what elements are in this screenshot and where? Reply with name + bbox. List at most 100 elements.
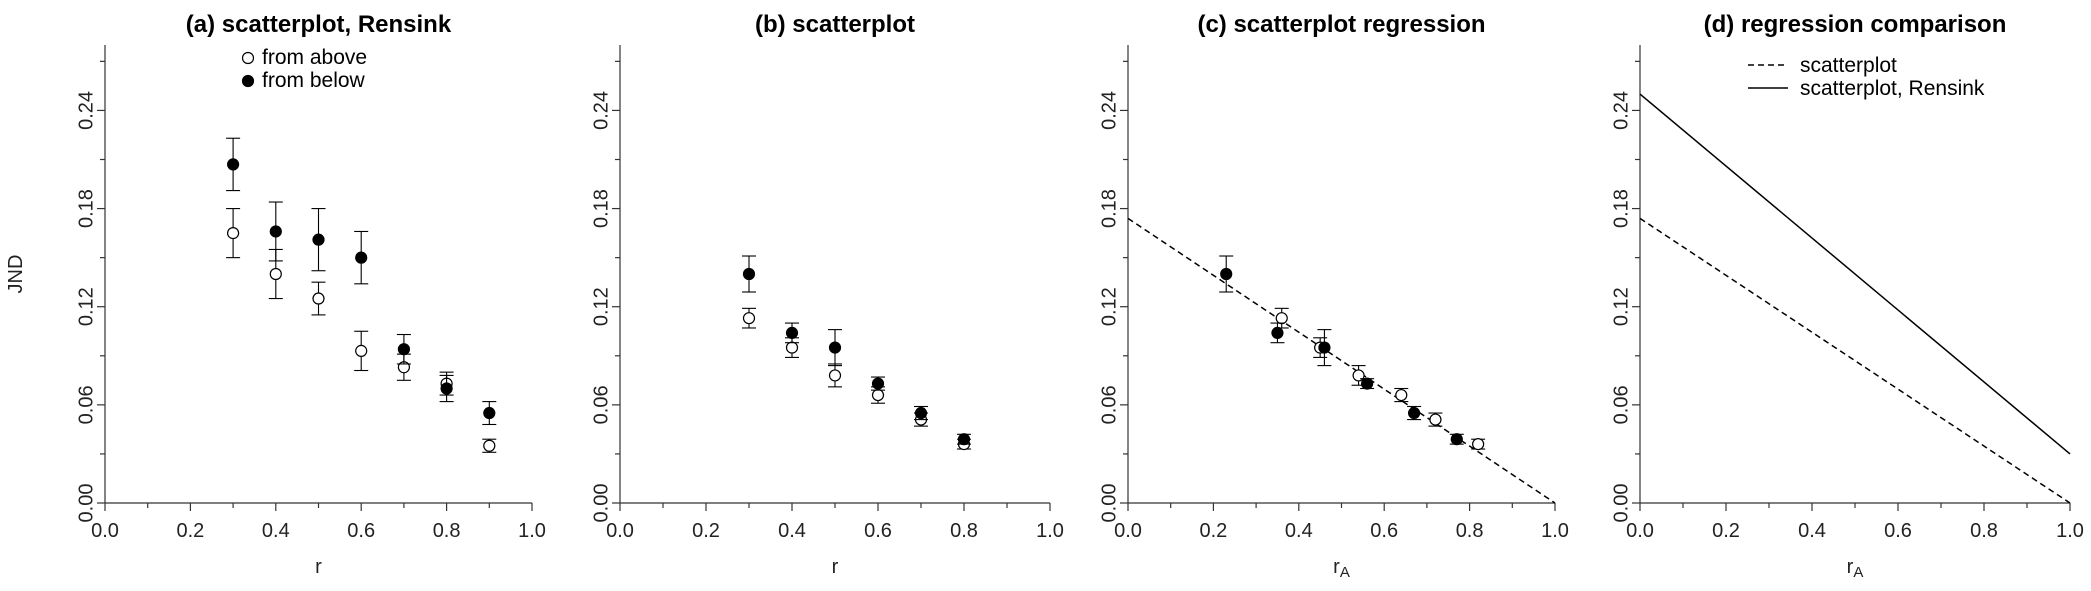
chart-panel-4: (d) regression comparison 0.00 0.06 0.12 0.1… — [1610, 11, 2084, 581]
data-point-from-below — [269, 225, 282, 238]
x-tick-label: 0.8 — [1970, 520, 1998, 542]
x-tick-label: 0.8 — [433, 520, 461, 542]
data-point-from-below — [355, 251, 368, 264]
data-point-from-below — [1361, 377, 1374, 390]
data-point-from-above — [1395, 388, 1408, 402]
y-tick-label: 0.06 — [1610, 385, 1632, 424]
regression-line-dashed — [1127, 217, 1556, 504]
data-point-from-below — [1220, 267, 1233, 281]
y-tick-label: 0.06 — [1098, 385, 1120, 424]
regression-line-solid — [1639, 93, 2071, 455]
y-tick-label: 0.00 — [1610, 484, 1632, 523]
data-point-from-below — [1318, 341, 1331, 354]
y-tick-label: 0.00 — [590, 484, 612, 523]
x-tick-label: 0.6 — [864, 520, 892, 542]
data-point-from-below — [1407, 406, 1421, 420]
y-tick-label: 0.18 — [1098, 189, 1120, 228]
x-axis-label-subscript: A — [1853, 564, 1863, 581]
legend-label: from above — [262, 46, 367, 69]
y-tick-label: 0.24 — [1098, 91, 1120, 130]
data-point-from-below — [397, 343, 410, 356]
chart-title: (c) scatterplot regression — [1197, 11, 1485, 38]
x-axis-label-subscript: A — [1340, 564, 1350, 581]
y-axis-label: JND — [5, 255, 27, 294]
y-tick-label: 0.18 — [590, 189, 612, 228]
data-point-from-above — [1275, 312, 1288, 325]
data-point-from-above — [1352, 369, 1365, 382]
data-point-from-above — [269, 267, 282, 281]
data-point-from-below — [828, 341, 842, 354]
y-tick-label: 0.18 — [1610, 189, 1632, 228]
legend-label: scatterplot, Rensink — [1800, 77, 1985, 100]
y-tick-label: 0.18 — [75, 189, 97, 228]
data-point-from-above — [785, 341, 799, 354]
data-point-from-above — [355, 344, 368, 357]
data-point-from-above — [828, 369, 842, 382]
data-point-from-below — [785, 326, 799, 339]
x-tick-label: 0.6 — [347, 520, 375, 542]
x-tick-label: 1.0 — [1541, 520, 1569, 542]
y-tick-label: 0.24 — [75, 91, 97, 130]
y-tick-label: 0.06 — [590, 385, 612, 424]
legend-marker-open — [241, 51, 255, 65]
data-point-from-above — [1472, 438, 1485, 451]
data-point-from-below — [483, 406, 496, 420]
y-tick-label: 0.00 — [1098, 484, 1120, 523]
x-tick-label: 0.0 — [1114, 520, 1142, 542]
x-tick-label: 0.4 — [1798, 520, 1826, 542]
y-tick-label: 0.12 — [590, 287, 612, 326]
legend-label: scatterplot — [1800, 54, 1897, 77]
legend-marker-filled — [241, 74, 255, 88]
y-tick-label: 0.00 — [75, 484, 97, 523]
x-tick-label: 0.8 — [1456, 520, 1484, 542]
chart-panel-2: (b) scatterplot 0.00 0.06 0.12 0.18 0.24 0.0 0.… — [590, 11, 1064, 578]
x-tick-label: 0.6 — [1884, 520, 1912, 542]
x-tick-label: 1.0 — [1036, 520, 1064, 542]
y-tick-label: 0.12 — [75, 287, 97, 326]
x-axis-label-main: r — [1333, 556, 1340, 578]
data-point-from-below — [742, 267, 756, 281]
x-axis-label: r — [315, 556, 322, 578]
data-point-from-below — [957, 433, 971, 446]
y-tick-label: 0.24 — [1610, 91, 1632, 130]
chart-panel-1: (a) scatterplot, Rensink 0.00 0.06 0.12 0.18… — [5, 11, 546, 578]
data-point-from-above — [742, 312, 756, 325]
x-tick-label: 0.4 — [778, 520, 806, 542]
y-tick-label: 0.12 — [1610, 287, 1632, 326]
x-tick-label: 0.2 — [1199, 520, 1227, 542]
regression-line-dashed — [1639, 217, 2071, 504]
y-tick-label: 0.06 — [75, 385, 97, 424]
x-tick-label: 0.2 — [176, 520, 204, 542]
x-tick-label: 1.0 — [518, 520, 546, 542]
x-axis-label: rA — [1847, 556, 1864, 581]
x-axis-label: r — [832, 556, 839, 578]
data-point-from-below — [227, 158, 240, 171]
x-tick-label: 0.8 — [950, 520, 978, 542]
x-tick-label: 0.4 — [1285, 520, 1313, 542]
x-axis-label-main: r — [315, 556, 322, 578]
x-axis-label: rA — [1333, 556, 1350, 581]
data-point-from-above — [1429, 413, 1442, 426]
legend-label: from below — [262, 69, 366, 92]
data-point-from-above — [312, 292, 325, 305]
chart-title: (d) regression comparison — [1704, 11, 2007, 38]
x-tick-label: 0.6 — [1370, 520, 1398, 542]
chart-title: (a) scatterplot, Rensink — [186, 11, 452, 38]
data-point-from-above — [483, 439, 496, 452]
x-tick-label: 0.0 — [91, 520, 119, 542]
x-tick-label: 0.0 — [606, 520, 634, 542]
data-point-from-below — [1450, 433, 1463, 446]
data-point-from-above — [871, 388, 885, 402]
x-tick-label: 1.0 — [2056, 520, 2084, 542]
x-tick-label: 0.2 — [1712, 520, 1740, 542]
data-point-from-below — [312, 233, 325, 246]
y-tick-label: 0.12 — [1098, 287, 1120, 326]
data-point-from-below — [440, 382, 453, 395]
y-tick-label: 0.24 — [590, 91, 612, 130]
x-axis-label-main: r — [832, 556, 839, 578]
x-axis-label-main: r — [1847, 556, 1854, 578]
data-point-from-below — [1271, 326, 1284, 339]
x-tick-label: 0.0 — [1626, 520, 1654, 542]
